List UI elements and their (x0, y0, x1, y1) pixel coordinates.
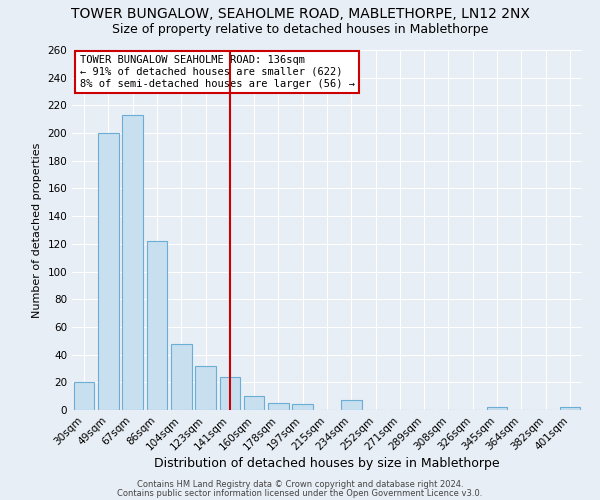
Bar (487, 407, 508, 410)
Bar (268, 403, 289, 410)
Bar (146, 241, 167, 410)
Text: Contains HM Land Registry data © Crown copyright and database right 2024.: Contains HM Land Registry data © Crown c… (137, 480, 463, 489)
Text: Contains public sector information licensed under the Open Government Licence v3: Contains public sector information licen… (118, 488, 482, 498)
Bar (341, 400, 362, 410)
Text: TOWER BUNGALOW SEAHOLME ROAD: 136sqm
← 91% of detached houses are smaller (622)
: TOWER BUNGALOW SEAHOLME ROAD: 136sqm ← 9… (80, 56, 355, 88)
X-axis label: Distribution of detached houses by size in Mablethorpe: Distribution of detached houses by size … (154, 458, 500, 470)
Bar (171, 344, 191, 410)
Text: Size of property relative to detached houses in Mablethorpe: Size of property relative to detached ho… (112, 22, 488, 36)
Text: TOWER BUNGALOW, SEAHOLME ROAD, MABLETHORPE, LN12 2NX: TOWER BUNGALOW, SEAHOLME ROAD, MABLETHOR… (71, 8, 529, 22)
Y-axis label: Number of detached properties: Number of detached properties (32, 142, 42, 318)
Bar (98, 133, 119, 410)
Bar (122, 115, 143, 410)
Bar (244, 396, 265, 410)
Bar (74, 382, 94, 410)
Bar (220, 377, 240, 410)
Bar (195, 366, 216, 410)
Bar (560, 407, 580, 410)
Bar (292, 404, 313, 410)
